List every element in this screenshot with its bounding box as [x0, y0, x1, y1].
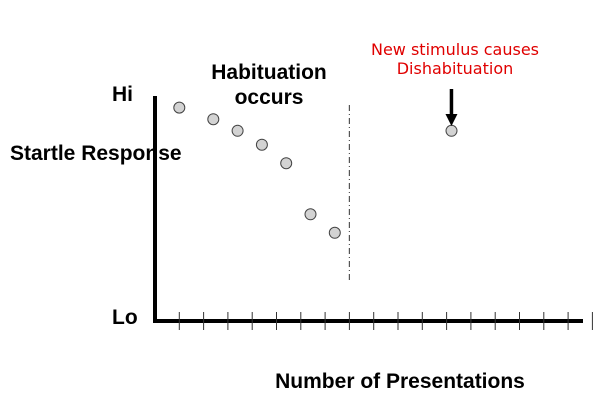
data-points — [173, 101, 458, 239]
data-point — [255, 138, 268, 151]
data-point — [173, 101, 186, 114]
y-axis-max-label: Hi — [112, 83, 133, 106]
data-point — [445, 124, 458, 137]
data-point — [231, 124, 244, 137]
data-point — [280, 157, 293, 170]
y-axis-min-label: Lo — [112, 306, 138, 329]
data-point — [304, 208, 317, 221]
data-point — [207, 113, 220, 126]
annotation-arrow-head — [445, 114, 458, 126]
data-point — [328, 226, 341, 239]
annotation-text: New stimulus causes Dishabituation — [370, 40, 540, 79]
chart-title: Habituation occurs — [211, 61, 327, 110]
y-axis-label: Startle Response — [10, 142, 182, 165]
x-axis-label: Number of Presentations — [275, 370, 525, 393]
